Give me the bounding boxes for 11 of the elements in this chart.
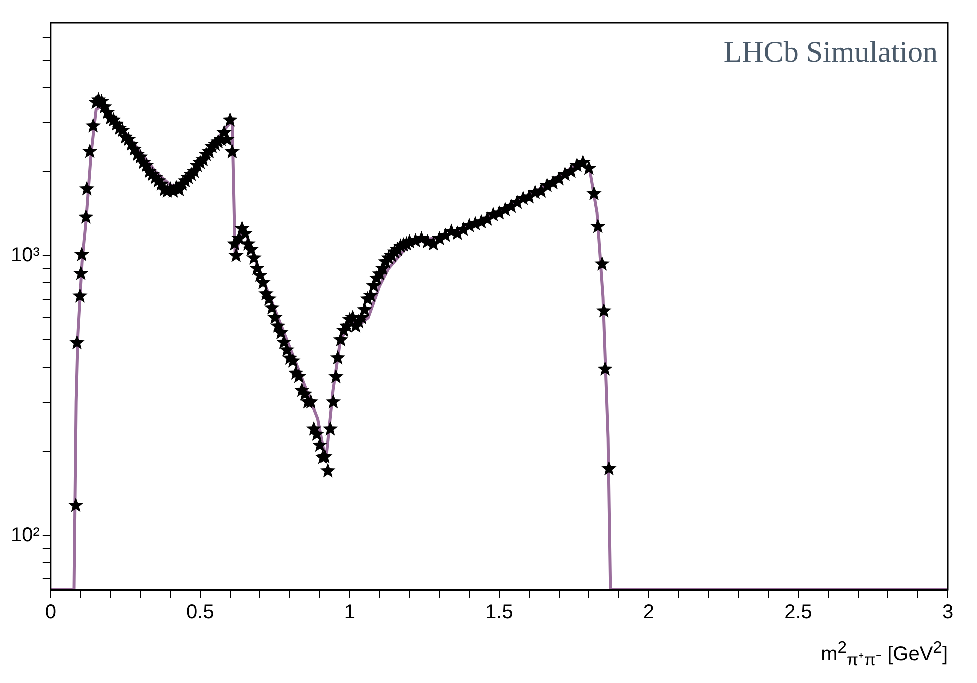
y-tick-label: 10³ [11, 244, 40, 266]
x-axis-title: m$^{2}$$_{π⁺π⁻}$ [GeV$^{2}$] [821, 638, 948, 671]
x-tick-label: 2 [643, 602, 655, 624]
x-tick-label: 2.5 [784, 602, 812, 624]
annotation: LHCb Simulation [724, 36, 938, 70]
x-tick-label: 0.5 [186, 602, 214, 624]
x-tick-label: 1.5 [486, 602, 514, 624]
x-tick-label: 0 [45, 602, 56, 624]
x-tick-label: 1 [344, 602, 356, 624]
y-tick-label: 10² [11, 524, 40, 546]
x-tick-label: 3 [942, 602, 954, 624]
